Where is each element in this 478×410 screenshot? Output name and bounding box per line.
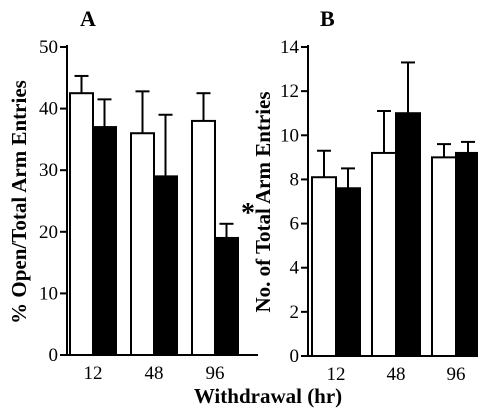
y-tick-label: 8 [290,169,300,190]
bar [311,176,337,357]
x-axis-title: Withdrawal (hr) [194,384,342,408]
y-axis-title: % Open/Total Arm Entries [7,80,31,324]
bar [455,151,478,357]
y-tick-label: 0 [290,346,300,367]
x-tick-label: 96 [206,363,225,384]
x-tick-label: 48 [145,363,164,384]
x-tick-label: 96 [447,364,466,385]
y-tick-label: 10 [280,125,299,146]
y-axis-title: No. of Total Arm Entries [251,91,275,312]
x-tick-label: 12 [84,363,103,384]
y-tick-label: 6 [290,214,300,235]
y-tick-label: 20 [39,222,58,243]
bar [371,151,397,357]
bar [214,236,239,357]
y-tick-label: 30 [39,160,58,181]
bar [191,119,216,356]
panel-label: B [320,6,335,31]
y-tick-label: 12 [280,81,299,102]
panel-a: 0 10 20 30 40 50 A % Open/Total Arm Entries 12 48… [7,6,258,384]
y-tick-label: 14 [280,37,300,58]
y-tick-label: 0 [49,345,59,366]
x-tick-label: 48 [387,364,406,385]
panel-label: A [80,6,96,31]
bar [153,175,178,356]
y-tick-label: 10 [39,283,58,304]
y-tick-label: 50 [39,37,58,58]
bar [395,112,421,358]
bar [335,187,361,357]
y-tick-label: 2 [290,302,300,323]
y-tick-label: 40 [39,99,58,120]
bar [92,126,117,356]
bar [69,92,94,356]
y-tick-label: 4 [290,258,300,279]
x-tick-label: 12 [327,364,346,385]
bar [130,132,155,356]
bar [431,156,457,357]
significance-asterisk: * [241,198,255,229]
